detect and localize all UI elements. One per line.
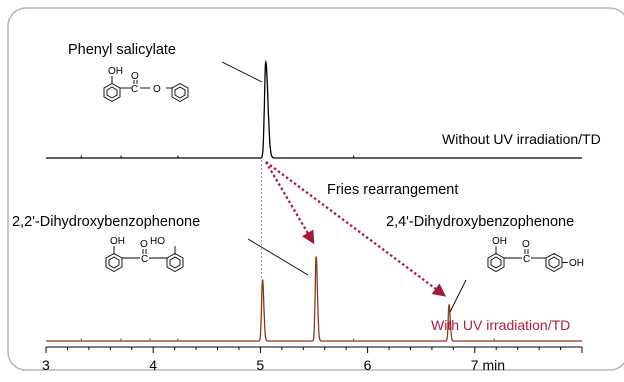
d24-o-label: O [522, 239, 530, 250]
d24-oh-top-label: OH [492, 236, 507, 247]
x-tick-label: 3 [42, 357, 50, 373]
ps-o-ester-label: O [153, 84, 161, 95]
d22-ho-label: HO [150, 236, 165, 247]
label-22-dihydroxybenzophenone: 2,2'-Dihydroxybenzophenone [12, 214, 200, 230]
d24-oh-right-label: OH [569, 258, 584, 269]
d22-c-label: C [141, 254, 148, 265]
label-24-dihydroxybenzophenone: 2,4'-Dihydroxybenzophenone [386, 214, 574, 230]
series-label-with-uv: With UV irradiation/TD [431, 317, 570, 333]
ps-oh-label: OH [108, 66, 123, 77]
structure-22-dihydroxybenzophenone-labels: OH O HO C [110, 236, 165, 265]
leader-22-dihydroxy [248, 239, 308, 275]
leader-phenyl-salicylate [222, 62, 262, 82]
structure-24-dihydroxybenzophenone-labels: OH O C OH [492, 236, 584, 269]
series-label-without-uv: Without UV irradiation/TD [442, 131, 601, 147]
label-phenyl-salicylate: Phenyl salicylate [68, 42, 176, 58]
x-tick-label: 4 [149, 357, 157, 373]
label-fries-rearrangement: Fries rearrangement [327, 182, 458, 198]
x-tick-label: 7 min [471, 357, 505, 373]
fries-arrow-to-22 [266, 162, 313, 242]
traces-layer [46, 62, 582, 341]
x-tick-label: 5 [256, 357, 264, 373]
x-tick-label: 6 [364, 357, 372, 373]
ps-c-label: C [131, 84, 138, 95]
leader-24-dihydroxy [450, 280, 466, 312]
d22-oh-label: OH [110, 236, 125, 247]
structure-phenyl-salicylate-labels: OH O C O [108, 66, 161, 95]
ps-o-top-label: O [131, 71, 139, 82]
d22-o-label: O [140, 239, 148, 250]
d24-c-label: C [523, 254, 530, 265]
x-axis: 3 4 5 6 7 min [42, 347, 582, 373]
figure-frame [8, 8, 624, 370]
structure-phenyl-salicylate [104, 76, 188, 102]
